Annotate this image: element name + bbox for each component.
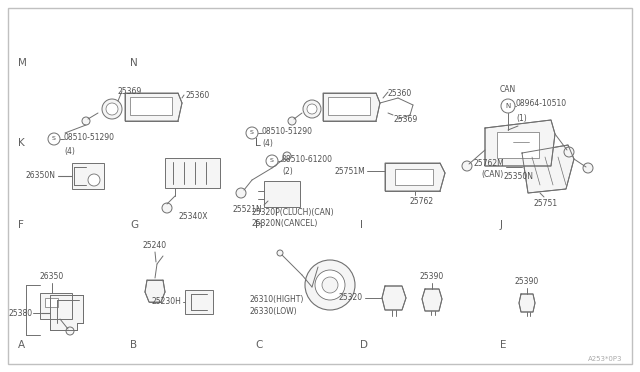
Polygon shape [323, 93, 380, 121]
Circle shape [236, 188, 246, 198]
Text: 25320N(CANCEL): 25320N(CANCEL) [252, 219, 318, 228]
Text: 25369: 25369 [393, 115, 417, 124]
Circle shape [583, 163, 593, 173]
Text: (2): (2) [282, 167, 292, 176]
Text: B: B [130, 340, 137, 350]
Text: 08510-51290: 08510-51290 [262, 126, 313, 135]
Text: S: S [52, 137, 56, 141]
Circle shape [82, 117, 90, 125]
Bar [72, 163, 104, 189]
Text: A: A [18, 340, 25, 350]
Text: 25390: 25390 [420, 272, 444, 281]
Text: 08510-51290: 08510-51290 [64, 132, 115, 141]
Ellipse shape [106, 103, 118, 115]
Circle shape [162, 203, 172, 213]
Text: 26350: 26350 [40, 272, 64, 281]
Polygon shape [50, 295, 83, 330]
Text: S: S [270, 158, 274, 164]
Text: N: N [130, 58, 138, 68]
Text: (1): (1) [516, 114, 527, 123]
Text: 25360: 25360 [388, 89, 412, 98]
Polygon shape [382, 286, 406, 310]
Text: 25762: 25762 [410, 197, 434, 206]
Text: S: S [250, 131, 254, 135]
Text: F: F [18, 220, 24, 230]
Text: C: C [255, 340, 262, 350]
Bar [165, 158, 220, 188]
Ellipse shape [322, 277, 338, 293]
Text: 26330(LOW): 26330(LOW) [250, 307, 298, 316]
Text: J: J [500, 220, 503, 230]
Bar [40, 293, 72, 319]
Text: A253*0P3: A253*0P3 [588, 356, 622, 362]
Text: 25751: 25751 [534, 199, 558, 208]
Circle shape [288, 117, 296, 125]
Text: 25230H: 25230H [151, 298, 181, 307]
Text: I: I [360, 220, 363, 230]
Circle shape [564, 147, 574, 157]
Circle shape [266, 155, 278, 167]
Polygon shape [422, 289, 442, 311]
Text: 25380: 25380 [9, 308, 33, 317]
Bar [130, 97, 172, 115]
Text: 25521N: 25521N [232, 205, 262, 214]
Text: (4): (4) [64, 147, 75, 156]
Bar [264, 181, 300, 207]
Text: 25369: 25369 [118, 87, 142, 96]
Text: CAN: CAN [500, 85, 516, 94]
Ellipse shape [307, 104, 317, 114]
Circle shape [277, 250, 283, 256]
Polygon shape [385, 163, 445, 191]
Polygon shape [519, 294, 535, 312]
Text: N: N [506, 103, 511, 109]
Text: H: H [255, 220, 263, 230]
Text: 25340X: 25340X [179, 212, 208, 221]
Text: 26310(HIGHT): 26310(HIGHT) [250, 295, 305, 304]
Text: L: L [255, 138, 260, 148]
Circle shape [246, 127, 258, 139]
Bar [395, 169, 433, 185]
Text: M: M [18, 58, 27, 68]
Polygon shape [145, 280, 165, 302]
Ellipse shape [305, 260, 355, 310]
Text: (CAN): (CAN) [482, 170, 504, 180]
Text: G: G [130, 220, 138, 230]
Polygon shape [485, 120, 555, 166]
Ellipse shape [102, 99, 122, 119]
Ellipse shape [88, 174, 100, 186]
Ellipse shape [303, 100, 321, 118]
Text: (4): (4) [262, 139, 273, 148]
Bar [328, 97, 370, 115]
Ellipse shape [315, 270, 345, 300]
Text: 25320: 25320 [339, 294, 363, 302]
Text: 25751M: 25751M [334, 167, 365, 176]
Text: 08964-10510: 08964-10510 [516, 99, 567, 109]
Text: 08510-61200: 08510-61200 [282, 154, 333, 164]
Circle shape [283, 152, 291, 160]
Polygon shape [125, 93, 182, 121]
Circle shape [48, 133, 60, 145]
Bar [185, 290, 213, 314]
Text: 25350N: 25350N [503, 172, 533, 181]
Circle shape [66, 327, 74, 335]
Circle shape [501, 99, 515, 113]
Polygon shape [522, 145, 574, 193]
Text: 25390: 25390 [515, 277, 539, 286]
Text: 25762M: 25762M [473, 158, 504, 167]
Text: E: E [500, 340, 506, 350]
Bar [497, 132, 539, 158]
Text: 25360: 25360 [185, 91, 209, 100]
Text: K: K [18, 138, 25, 148]
Bar [45, 298, 58, 307]
Text: D: D [360, 340, 368, 350]
Text: 25240: 25240 [143, 241, 167, 250]
Text: 26350N: 26350N [26, 171, 56, 180]
Circle shape [462, 161, 472, 171]
Text: 25320P(CLUCH)(CAN): 25320P(CLUCH)(CAN) [252, 208, 335, 217]
